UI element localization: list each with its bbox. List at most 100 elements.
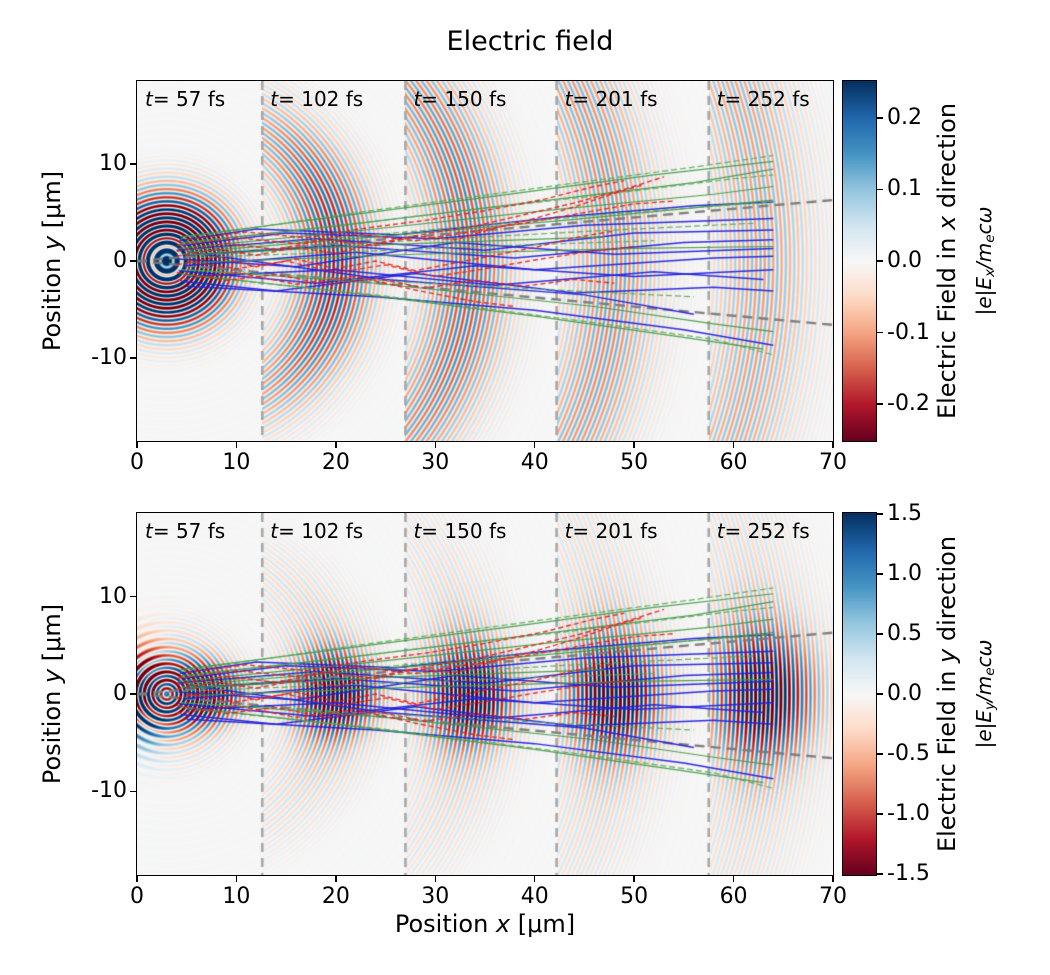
ex-x-tick (335, 442, 337, 448)
time-label-variable: t (564, 519, 573, 543)
time-label-variable: t (145, 87, 153, 111)
ex-y-tick-label: 0 (113, 248, 127, 273)
ex-cb-tick (877, 117, 883, 119)
ey-cb-tick (877, 573, 883, 575)
ey-cb-tick (877, 753, 883, 755)
ex-y-tick (130, 163, 136, 165)
label-text: |e|E (972, 276, 997, 316)
time-label-value: = 150 fs (421, 87, 507, 111)
ey-cb-tick-label: -1.0 (887, 801, 930, 826)
ex-x-tick-label: 10 (222, 450, 251, 475)
ex-cb-tick-label: -0.2 (887, 391, 930, 417)
label-text: e (981, 667, 998, 676)
ey-time-label-102: t= 102 fs (270, 519, 363, 543)
ex-x-tick (434, 442, 437, 448)
ex-cb-tick (877, 188, 883, 191)
ey-x-tick (732, 876, 735, 882)
ex-field-canvas (137, 81, 833, 441)
label-text: y (933, 648, 961, 663)
ex-x-tick (235, 442, 238, 448)
time-label-variable: t (145, 519, 153, 543)
time-label-value: = 150 fs (421, 519, 507, 543)
ey-cb-tick-label: 1.5 (887, 501, 922, 526)
ex-time-label-252: t= 252 fs (717, 87, 810, 111)
ex-cb-tick (877, 403, 883, 405)
ex-x-tick (633, 442, 635, 448)
ex-time-label-201: t= 201 fs (565, 87, 658, 111)
ey-y-tick (130, 595, 136, 598)
time-label-value: = 102 fs (278, 519, 364, 543)
label-text: cω (972, 639, 997, 668)
ey-cb-tick-label: 0.0 (887, 681, 922, 706)
label-text: Position (394, 910, 496, 938)
ex-x-tick (533, 442, 536, 448)
time-label-variable: t (413, 519, 422, 543)
figure-title: Electric field (446, 26, 614, 57)
ey-x-tick-label: 10 (222, 884, 251, 909)
ey-cb-tick-label: -0.5 (887, 741, 930, 766)
ex-colorbar-gradient (843, 81, 876, 441)
ex-x-tick-label: 50 (620, 450, 649, 475)
ey-time-label-57: t= 57 fs (145, 519, 225, 543)
ey-x-tick-label: 30 (421, 884, 450, 909)
ex-y-tick-label: -10 (91, 344, 127, 370)
ey-x-tick-label: 20 (321, 884, 350, 909)
ey-time-label-150: t= 150 fs (413, 519, 506, 543)
label-text: /m (972, 675, 997, 702)
ey-x-tick-label: 70 (819, 884, 847, 909)
ey-field-canvas (137, 513, 833, 875)
label-text: [μm] (38, 603, 66, 669)
label-text: /m (972, 242, 997, 269)
ey-x-tick (533, 876, 536, 882)
ey-y-tick (130, 790, 136, 793)
time-label-variable: t (564, 87, 573, 111)
ey-x-tick-label: 40 (520, 884, 549, 909)
time-label-variable: t (413, 87, 422, 111)
ex-time-label-102: t= 102 fs (270, 87, 363, 111)
time-label-variable: t (716, 87, 725, 111)
ex-cb-tick (877, 331, 883, 334)
label-text: [μm] (510, 910, 576, 938)
ex-x-tick (832, 442, 834, 448)
ex-time-label-57: t= 57 fs (145, 87, 225, 111)
ey-cb-tick-label: -1.5 (887, 861, 930, 886)
label-text: cω (972, 206, 997, 235)
ey-cb-tick (877, 513, 883, 515)
ey-y-tick-label: 10 (99, 583, 127, 609)
ex-colorbar (842, 80, 877, 442)
ey-cb-tick (877, 813, 883, 815)
ey-x-tick (633, 876, 635, 882)
ey-cb-tick (877, 873, 883, 875)
ey-time-label-201: t= 201 fs (565, 519, 658, 543)
time-label-variable: t (716, 519, 725, 543)
ey-colorbar-unit: |e|Ey/mecω (972, 640, 998, 749)
ey-cb-tick-label: 0.5 (887, 621, 922, 646)
ey-x-tick (434, 876, 437, 882)
ey-x-tick-label: 0 (130, 884, 144, 909)
ex-cb-tick-label: 0.1 (887, 176, 922, 202)
ex-x-tick-label: 20 (321, 450, 350, 475)
ex-time-label-150: t= 150 fs (413, 87, 506, 111)
time-label-value: = 252 fs (724, 519, 810, 543)
ex-x-tick-label: 0 (130, 450, 144, 475)
label-text: [μm] (38, 170, 66, 236)
label-text: e (981, 234, 998, 243)
ey-x-tick (235, 876, 238, 882)
ey-x-tick-label: 50 (620, 884, 649, 909)
ex-colorbar-unit: |e|Ex/mecω (972, 207, 998, 316)
ey-cb-tick (877, 693, 883, 695)
label-text: x (933, 215, 961, 230)
ex-cb-tick-label: -0.1 (887, 319, 930, 345)
ex-y-tick (130, 260, 136, 262)
time-label-value: = 102 fs (278, 87, 364, 111)
time-label-variable: t (270, 519, 279, 543)
time-label-variable: t (270, 87, 279, 111)
ey-x-tick-label: 60 (719, 884, 748, 909)
ey-axes (136, 512, 834, 876)
ex-cb-tick-label: 0.0 (887, 248, 922, 273)
time-label-value: = 57 fs (152, 519, 226, 543)
ey-cb-tick-label: 1.0 (887, 561, 922, 586)
ey-cb-tick (877, 633, 883, 635)
ex-x-tick (732, 442, 735, 448)
